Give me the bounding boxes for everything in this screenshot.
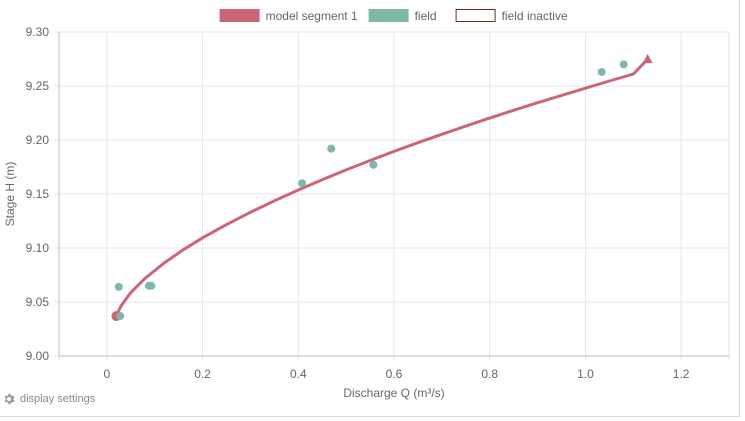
grid (54, 31, 730, 361)
gear-icon (2, 392, 16, 406)
y-tick-label: 9.05 (26, 295, 50, 309)
x-tick-label: 0.6 (386, 367, 403, 381)
legend-item: model segment 1 (219, 9, 358, 23)
legend-swatch (368, 9, 409, 22)
x-tick-label: 0.4 (290, 367, 307, 381)
y-tick-labels: 9.00 9.05 9.10 9.15 9.20 9.25 9.30 (26, 25, 50, 363)
axes (58, 32, 729, 357)
x-tick-label: 0 (104, 367, 111, 381)
x-axis-label: Discharge Q (m³/s) (343, 386, 444, 400)
legend-label: model segment 1 (266, 9, 358, 23)
y-axis-label: Stage H (m) (3, 162, 17, 227)
legend-item: field (368, 9, 437, 23)
legend-label: field inactive (502, 9, 568, 23)
y-tick-label: 9.30 (26, 25, 50, 39)
field-point (116, 312, 125, 321)
field-point (597, 67, 606, 76)
x-tick-label: 0.8 (481, 367, 498, 381)
display-settings-label: display settings (20, 393, 96, 405)
y-tick-label: 9.10 (26, 241, 50, 255)
legend-label: field (415, 9, 437, 23)
y-tick-label: 9.25 (26, 79, 50, 93)
field-point (369, 160, 378, 169)
field-point (147, 281, 156, 290)
y-tick-label: 9.15 (26, 187, 50, 201)
x-tick-label: 0.2 (194, 367, 211, 381)
x-tick-label: 1.0 (577, 367, 594, 381)
field-point (114, 282, 123, 291)
plot-area (111, 54, 653, 322)
field-point (298, 179, 307, 188)
y-tick-label: 9.00 (26, 349, 50, 363)
field-point (327, 144, 336, 153)
legend-swatch (455, 9, 496, 22)
display-settings-button[interactable]: display settings (2, 392, 95, 406)
x-tick-labels: 0 0.2 0.4 0.6 0.8 1.0 1.2 (104, 367, 690, 381)
legend-swatch (219, 9, 260, 22)
y-tick-label: 9.20 (26, 133, 50, 147)
model-segment-line (114, 57, 650, 318)
legend-item: field inactive (455, 9, 568, 23)
x-tick-label: 1.2 (673, 367, 690, 381)
model-end-marker (642, 54, 653, 63)
legend: model segment 1 field field inactive (219, 9, 568, 23)
field-point (619, 60, 628, 69)
